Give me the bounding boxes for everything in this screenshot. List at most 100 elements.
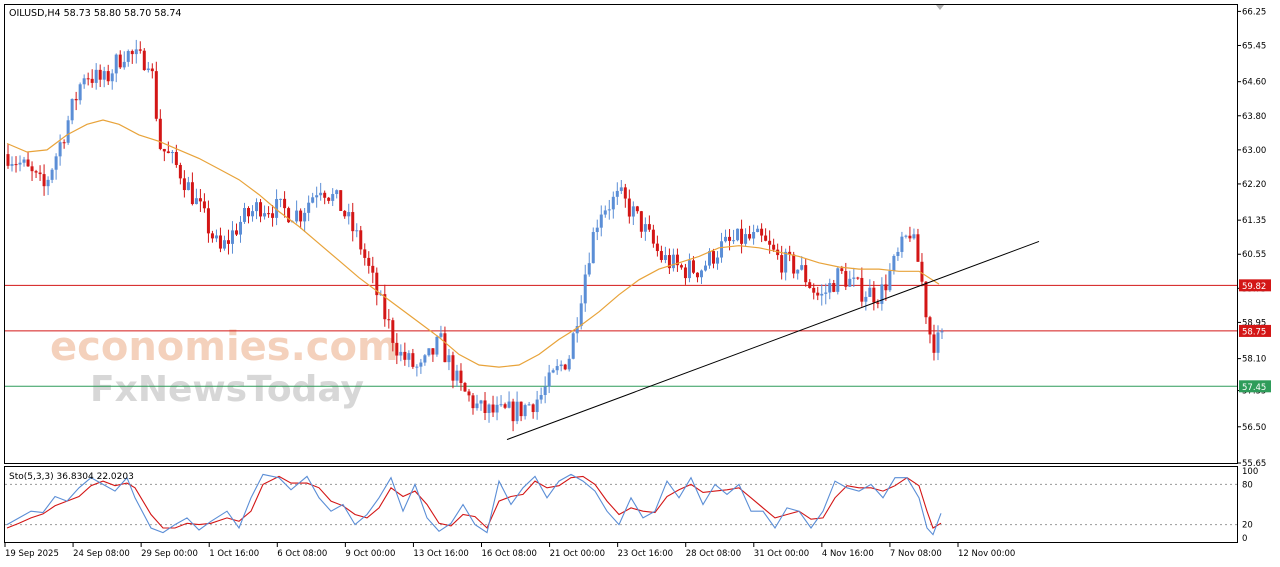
candle-body — [860, 277, 864, 302]
candle-body — [812, 287, 816, 293]
candle-body — [683, 267, 687, 279]
y-tick-label: 58.95 — [1242, 318, 1266, 328]
candle-body — [407, 353, 411, 360]
candle-body — [395, 342, 399, 356]
candle-body — [531, 404, 535, 413]
candle-body — [327, 197, 331, 201]
candle-body — [186, 182, 190, 191]
candle-body — [150, 68, 154, 72]
candle-body — [106, 71, 110, 82]
candle-body — [756, 228, 760, 233]
candle-body — [551, 370, 555, 373]
candle-body — [38, 172, 42, 175]
candle-body — [271, 213, 275, 218]
candle-body — [920, 261, 924, 282]
candle-body — [940, 331, 944, 333]
candle-body — [74, 98, 78, 101]
watermark-economies: economies.com — [50, 324, 399, 370]
candle-body — [343, 210, 347, 217]
candle-body — [18, 162, 22, 165]
candle-body — [279, 198, 283, 200]
candle-body — [62, 142, 66, 144]
candle-body — [655, 243, 659, 252]
candle-body — [283, 198, 287, 209]
candle-body — [647, 224, 651, 230]
candle-body — [836, 268, 840, 292]
candle-body — [423, 355, 427, 363]
osc-tick-label: 0 — [1242, 534, 1247, 544]
candle-body — [130, 51, 134, 55]
candle-body — [828, 283, 832, 293]
candle-body — [170, 152, 174, 154]
candle-body — [844, 271, 848, 287]
candle-body — [896, 251, 900, 256]
x-tick-label: 9 Oct 00:00 — [345, 549, 395, 559]
candle-body — [86, 78, 90, 80]
candle-body — [716, 257, 720, 264]
x-tick-label: 29 Sep 00:00 — [141, 549, 198, 559]
candle-body — [182, 178, 186, 191]
candle-body — [427, 348, 431, 356]
candle-body — [251, 211, 255, 217]
candle-body — [868, 287, 872, 297]
candle-body — [724, 236, 728, 242]
candle-body — [263, 213, 267, 217]
candle-body — [34, 171, 38, 173]
candle-body — [732, 240, 736, 242]
candle-body — [736, 228, 740, 241]
candle-body — [66, 120, 70, 143]
candle-body — [443, 333, 447, 363]
candle-body — [26, 159, 30, 167]
candle-body — [511, 401, 515, 422]
candle-body — [487, 404, 491, 413]
candle-body — [808, 282, 812, 288]
candle-body — [367, 257, 371, 266]
candle-body — [740, 228, 744, 244]
candle-body — [58, 142, 62, 157]
candle-body — [415, 366, 419, 368]
chart-header: OILUSD,H4 58.73 58.80 58.70 58.74 — [9, 8, 181, 19]
candle-body — [563, 364, 567, 370]
x-tick-label: 13 Oct 16:00 — [413, 549, 468, 559]
candle-body — [78, 84, 82, 101]
candle-body — [323, 192, 327, 198]
candle-body — [567, 358, 571, 370]
candle-body — [764, 235, 768, 241]
candle-body — [198, 198, 202, 202]
candle-body — [483, 400, 487, 413]
candle-body — [495, 404, 499, 413]
trendline-group[interactable] — [506, 240, 1040, 441]
scroll-marker-icon[interactable] — [936, 5, 944, 10]
candle-body — [768, 240, 772, 245]
x-tick-label: 6 Oct 08:00 — [277, 549, 327, 559]
candle-body — [387, 319, 391, 321]
candle-body — [463, 382, 467, 392]
candle-body — [916, 234, 920, 262]
candle-body — [659, 251, 663, 260]
candle-body — [383, 294, 387, 320]
y-tick-label: 65.45 — [1242, 41, 1266, 51]
candle-body — [880, 284, 884, 304]
candle-body — [339, 190, 343, 211]
candle-body — [611, 196, 615, 210]
candle-body — [523, 405, 527, 417]
candle-body — [587, 263, 591, 275]
candle-body — [206, 208, 210, 234]
candle-body — [30, 166, 34, 172]
candle-body — [695, 272, 699, 278]
x-tick-label: 24 Sep 08:00 — [73, 549, 130, 559]
candle-body — [214, 235, 218, 239]
candle-body — [579, 303, 583, 327]
candle-body — [435, 336, 439, 355]
candle-body — [222, 240, 226, 249]
candle-body — [479, 400, 483, 404]
candle-body — [651, 229, 655, 244]
candle-body — [471, 395, 475, 409]
candle-body — [780, 255, 784, 273]
candle-body — [503, 404, 507, 408]
candle-body — [908, 235, 912, 239]
candle-body — [234, 230, 238, 235]
candle-body — [230, 230, 234, 244]
candle-body — [331, 194, 335, 201]
candle-body — [619, 187, 623, 191]
